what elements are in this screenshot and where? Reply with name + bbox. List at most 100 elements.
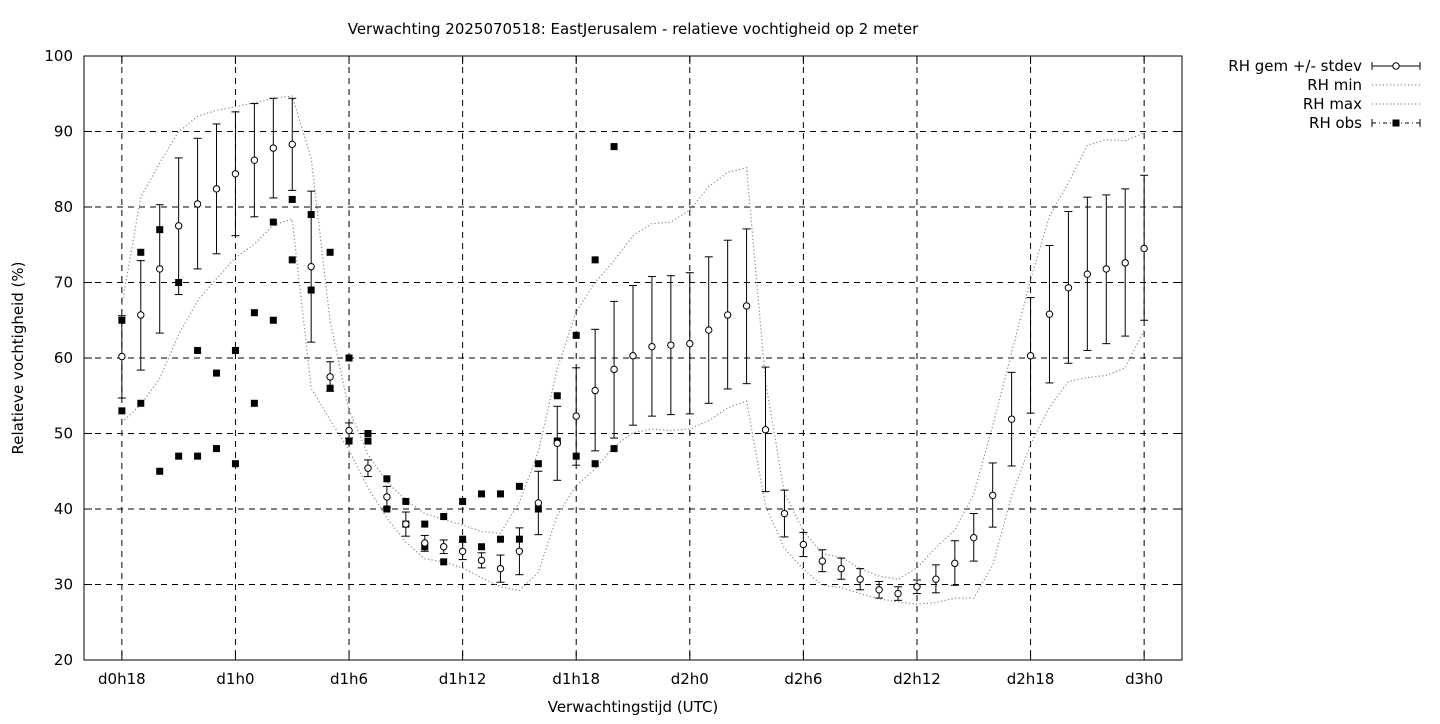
x-tick-label: d2h0 bbox=[671, 670, 709, 688]
rh-obs-point bbox=[515, 482, 523, 490]
y-tick-label: 90 bbox=[54, 123, 73, 141]
rh-mean-point bbox=[421, 539, 429, 547]
y-tick-label: 20 bbox=[54, 651, 73, 669]
rh-mean-point bbox=[1102, 265, 1110, 273]
rh-obs-point bbox=[383, 475, 391, 483]
rh-mean-point bbox=[799, 540, 808, 549]
rh-obs-point bbox=[421, 520, 429, 528]
rh-mean-point bbox=[723, 311, 732, 319]
rh-mean-point bbox=[572, 412, 580, 420]
x-tick-label: d1h18 bbox=[552, 670, 600, 688]
rh-obs-point bbox=[288, 256, 296, 264]
y-axis-label: Relatieve vochtigheid (%) bbox=[9, 261, 27, 454]
rh-mean-point bbox=[383, 493, 391, 501]
rh-mean-point bbox=[174, 222, 183, 230]
rh-mean-point bbox=[894, 589, 902, 598]
rh-mean-point bbox=[970, 533, 978, 542]
rh-mean-point bbox=[1064, 284, 1073, 292]
y-tick-label: 40 bbox=[54, 500, 73, 518]
rh-mean-point bbox=[837, 564, 845, 573]
rh-obs-point bbox=[496, 490, 504, 498]
rh-obs-point bbox=[213, 445, 221, 453]
rh-obs-point bbox=[194, 346, 202, 354]
rh-mean-point bbox=[1121, 259, 1129, 267]
rh-mean-point bbox=[780, 509, 789, 518]
rh-obs-point bbox=[269, 218, 277, 226]
series bbox=[117, 95, 1149, 605]
rh-mean-point bbox=[345, 426, 353, 435]
rh-obs-point bbox=[459, 535, 467, 543]
rh-obs-point bbox=[591, 256, 599, 264]
grid bbox=[84, 56, 1182, 660]
rh-max-line bbox=[121, 95, 1145, 580]
rh-obs-point bbox=[534, 460, 542, 468]
rh-obs-point bbox=[269, 316, 277, 324]
rh-obs-point bbox=[345, 437, 353, 445]
rh-mean-point bbox=[307, 262, 315, 271]
rh-mean-point bbox=[137, 311, 145, 319]
x-tick-label: d1h6 bbox=[330, 670, 368, 688]
rh-mean-point bbox=[496, 564, 505, 573]
x-tick-label: d1h0 bbox=[216, 670, 254, 688]
y-tick-label: 70 bbox=[54, 274, 73, 292]
rh-obs-point bbox=[383, 505, 391, 513]
rh-obs-point bbox=[402, 497, 410, 505]
rh-obs-point bbox=[364, 430, 372, 437]
rh-mean-point bbox=[686, 339, 694, 348]
rh-obs-point bbox=[231, 460, 239, 468]
rh-obs-point bbox=[326, 248, 334, 256]
legend-symbol-square bbox=[1392, 119, 1400, 127]
rh-mean-point bbox=[269, 144, 278, 152]
rh-obs-point bbox=[345, 354, 353, 362]
rh-mean-point bbox=[553, 439, 561, 448]
rh-obs-point bbox=[156, 467, 164, 475]
rh-obs-point bbox=[440, 513, 448, 521]
rh-mean-point bbox=[1045, 310, 1054, 318]
rh-obs-point bbox=[610, 143, 618, 151]
rh-obs-point bbox=[288, 195, 296, 203]
rh-mean-point bbox=[742, 302, 751, 310]
y-tick-label: 80 bbox=[54, 198, 73, 216]
legend-label: RH gem +/- stdev bbox=[1228, 57, 1362, 75]
rh-mean-point bbox=[231, 170, 240, 178]
legend-label: RH min bbox=[1307, 76, 1362, 94]
rh-mean-point bbox=[648, 342, 656, 351]
rh-obs-point bbox=[364, 437, 372, 445]
rh-mean-point bbox=[1007, 415, 1016, 423]
rh-obs-point bbox=[496, 535, 504, 543]
rh-mean-point bbox=[951, 559, 959, 568]
rh-obs-point bbox=[459, 497, 467, 505]
rh-obs-point bbox=[478, 490, 486, 498]
rh-mean-point bbox=[477, 556, 486, 565]
x-tick-label: d2h6 bbox=[784, 670, 822, 688]
x-axis-ticks: d0h18 d1h0 d1h6 d1h12 d1h18 d2h0 d2h6 d2h12 d2h1… bbox=[98, 56, 1163, 688]
rh-obs-point bbox=[440, 558, 448, 566]
rh-obs-point bbox=[137, 399, 145, 407]
rh-mean-point bbox=[932, 575, 940, 583]
rh-mean-point bbox=[667, 341, 675, 349]
rh-mean-point bbox=[913, 583, 921, 591]
rh-mean-point bbox=[402, 520, 410, 528]
y-axis-ticks: 20 30 40 50 60 70 80 90 100 bbox=[44, 47, 1182, 669]
x-tick-label: d0h18 bbox=[98, 670, 146, 688]
rh-mean-point bbox=[761, 426, 770, 434]
rh-mean-point bbox=[1026, 352, 1035, 360]
x-tick-label: d1h12 bbox=[439, 670, 487, 688]
rh-obs-point bbox=[591, 460, 599, 468]
x-axis-label: Verwachtingstijd (UTC) bbox=[548, 698, 719, 716]
legend-symbol-circle bbox=[1392, 62, 1400, 70]
rh-mean-point bbox=[118, 352, 126, 361]
rh-mean-point bbox=[875, 586, 883, 594]
rh-mean-point bbox=[288, 140, 296, 149]
y-tick-label: 30 bbox=[54, 576, 73, 594]
x-tick-label: d3h0 bbox=[1125, 670, 1163, 688]
x-tick-label: d2h12 bbox=[893, 670, 941, 688]
y-tick-label: 100 bbox=[44, 47, 73, 65]
legend-label: RH obs bbox=[1309, 114, 1362, 132]
y-tick-label: 50 bbox=[54, 425, 73, 443]
rh-mean-point bbox=[250, 156, 259, 164]
rh-mean-point bbox=[439, 543, 448, 551]
